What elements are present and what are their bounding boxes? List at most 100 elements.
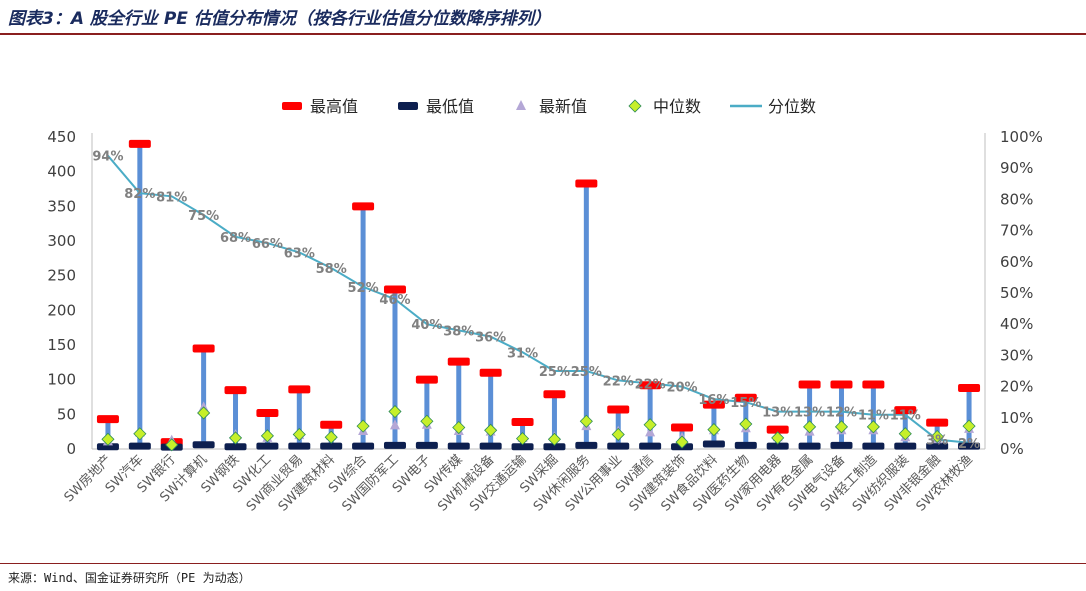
median-marker	[898, 427, 912, 441]
percent-label: 3%	[926, 434, 948, 449]
min-marker	[96, 443, 119, 451]
max-marker	[447, 357, 470, 366]
range-bar	[392, 289, 398, 447]
percent-label: 31%	[507, 346, 538, 361]
legend-label: 分位数	[768, 97, 816, 116]
left-tick-label: 350	[47, 197, 76, 215]
right-tick-label: 30%	[1000, 346, 1033, 364]
right-tick-label: 50%	[1000, 284, 1033, 302]
median-marker	[834, 420, 849, 434]
source-note: 来源：Wind、国金证券研究所（PE 为动态）	[8, 571, 251, 585]
percent-label: 75%	[188, 209, 219, 224]
min-marker	[766, 442, 789, 450]
range-bars	[105, 143, 972, 449]
max-marker	[128, 139, 151, 148]
max-marker	[894, 406, 917, 415]
max-marker	[958, 383, 981, 392]
median-marker	[388, 404, 402, 419]
max-marker	[734, 393, 757, 402]
percent-label: 11%	[890, 409, 921, 424]
min-marker	[192, 441, 215, 449]
percent-label: 15%	[730, 396, 761, 411]
range-bar	[488, 372, 494, 448]
percent-label: 13%	[794, 406, 825, 421]
median-marker	[579, 414, 593, 428]
range-bar	[233, 390, 239, 449]
range-bar	[137, 143, 143, 448]
right-tick-label: 100%	[1000, 128, 1043, 146]
percent-label: 81%	[156, 190, 187, 205]
min-marker	[575, 441, 598, 449]
max-marker	[256, 408, 279, 417]
category-labels: SW房地产SW汽车SW银行SW计算机SW钢铁SW化工SW商业贸易SW建筑材料SW…	[61, 452, 976, 515]
range-bar	[201, 348, 207, 447]
median-marker	[739, 417, 753, 431]
max-marker	[926, 418, 949, 427]
max-marker	[766, 425, 789, 434]
percent-label: 46%	[379, 293, 410, 308]
percent-label: 22%	[603, 374, 634, 389]
right-tick-label: 20%	[1000, 378, 1033, 396]
range-bar	[551, 394, 557, 449]
legend-label: 最低值	[426, 97, 474, 116]
median-marker	[930, 429, 944, 444]
median-marker	[547, 432, 562, 446]
max-marker	[543, 390, 566, 399]
percent-label: 94%	[92, 150, 123, 165]
min-marker	[320, 442, 343, 450]
median-marker	[866, 420, 880, 434]
latest-marker	[389, 419, 400, 430]
max-marker	[511, 417, 534, 426]
median-marker	[707, 423, 721, 437]
min-marker	[352, 442, 375, 450]
percent-label: 25%	[539, 365, 570, 380]
range-bar	[807, 384, 813, 448]
right-tick-label: 90%	[1000, 159, 1033, 177]
legend-label: 最高值	[310, 97, 358, 116]
percent-label: 13%	[762, 406, 793, 421]
legend-min-swatch	[398, 102, 418, 110]
title-divider	[0, 33, 1086, 35]
median-marker	[420, 414, 434, 428]
min-marker	[511, 443, 534, 451]
min-marker	[383, 441, 406, 449]
percentile-line-group	[107, 155, 970, 444]
percent-label: 40%	[411, 318, 442, 333]
min-marker	[543, 443, 566, 451]
median-marker	[771, 431, 785, 445]
percent-label: 38%	[443, 324, 474, 339]
range-bar	[583, 183, 589, 447]
max-marker	[224, 386, 247, 395]
left-tick-label: 300	[47, 232, 76, 250]
percent-label: 16%	[698, 393, 729, 408]
chart-legend: 最高值 最低值 最新值 中位数 分位数	[282, 97, 816, 116]
min-marker	[862, 442, 885, 450]
markers	[96, 139, 981, 452]
min-marker	[798, 442, 821, 450]
median-marker	[643, 418, 657, 432]
max-marker	[862, 380, 885, 389]
max-marker	[352, 202, 375, 211]
median-marker	[165, 438, 179, 452]
range-bar	[870, 384, 876, 448]
median-marker	[133, 427, 147, 441]
min-marker	[607, 442, 630, 450]
right-tick-label: 60%	[1000, 253, 1033, 271]
min-marker	[734, 441, 757, 449]
min-marker	[479, 442, 502, 450]
left-tick-label: 50	[57, 405, 76, 423]
legend-max-swatch	[282, 102, 302, 110]
left-tick-label: 450	[47, 128, 76, 146]
range-bar	[647, 385, 653, 448]
range-bar	[360, 206, 366, 448]
legend-label: 最新值	[539, 97, 587, 116]
legend-median-swatch	[628, 99, 642, 113]
median-marker	[515, 432, 530, 446]
median-marker	[484, 423, 498, 437]
min-marker	[639, 442, 662, 450]
percent-label: 82%	[124, 187, 155, 202]
min-marker	[288, 442, 311, 450]
median-marker	[675, 435, 689, 449]
percent-label: 12%	[826, 406, 857, 421]
median-marker	[611, 427, 625, 442]
